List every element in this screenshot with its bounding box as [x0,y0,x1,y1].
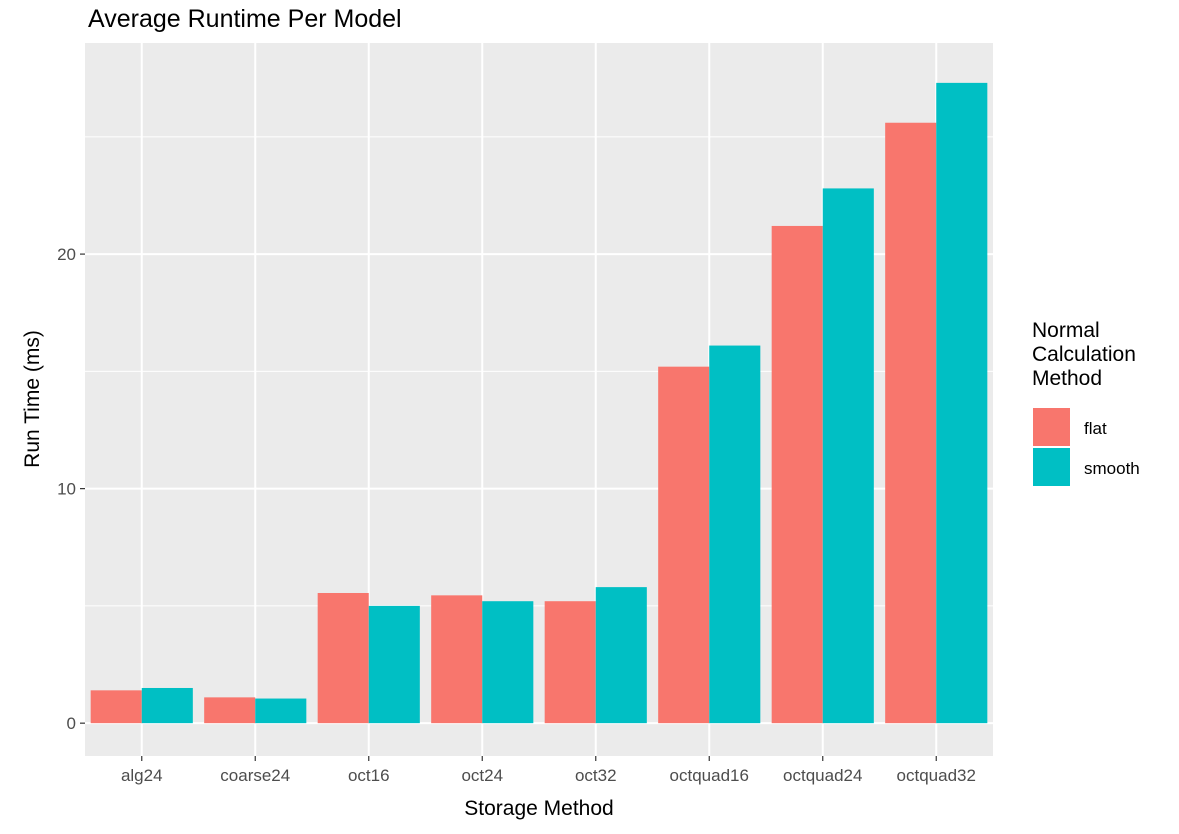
x-tick-label-octquad16: octquad16 [670,766,749,785]
y-axis: 0 10 20 [57,245,85,733]
legend-label-smooth: smooth [1084,459,1140,478]
bar-smooth-octquad16 [709,345,761,724]
bar-smooth-octquad24 [822,188,874,724]
bar-flat-oct32 [544,601,596,724]
x-axis-title: Storage Method [464,797,613,820]
legend-title-line: Calculation [1032,343,1136,366]
x-tick-label-oct32: oct32 [575,766,617,785]
y-axis-title: Run Time (ms) [21,330,44,468]
x-tick-label-alg24: alg24 [121,766,163,785]
y-tick-label: 0 [67,714,76,733]
bar-smooth-octquad32 [936,82,988,724]
y-tick-label: 20 [57,245,76,264]
legend-swatch-flat [1033,408,1070,446]
bars-group [90,82,988,724]
x-tick-label-octquad24: octquad24 [783,766,862,785]
y-tick-label: 10 [57,480,76,499]
legend-swatch-smooth [1033,448,1070,486]
bar-smooth-oct16 [368,605,420,724]
bar-flat-octquad32 [885,122,937,724]
chart-title: Average Runtime Per Model [88,5,402,33]
bar-flat-oct16 [317,592,369,724]
x-tick-label-oct16: oct16 [348,766,390,785]
x-tick-label-oct24: oct24 [461,766,503,785]
bar-flat-oct24 [431,595,483,724]
legend-title-line: Method [1032,367,1102,390]
x-tick-label-octquad32: octquad32 [897,766,976,785]
bar-flat-coarse24 [204,697,256,724]
x-tick-label-coarse24: coarse24 [220,766,290,785]
x-axis: alg24 coarse24 oct16 oct24 oct32 octquad16 oct… [121,756,976,785]
bar-smooth-alg24 [141,687,193,724]
bar-smooth-oct32 [595,587,647,724]
bar-smooth-coarse24 [255,698,307,724]
bar-flat-alg24 [90,690,142,724]
bar-flat-octquad16 [658,366,710,724]
legend-title-line: Normal [1032,319,1100,342]
bar-flat-octquad24 [771,225,823,724]
legend-label-flat: flat [1084,419,1107,438]
bar-smooth-oct24 [482,601,534,724]
